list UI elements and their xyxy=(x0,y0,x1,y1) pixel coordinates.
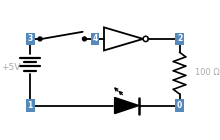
Polygon shape xyxy=(115,98,139,114)
Text: 3: 3 xyxy=(28,34,33,43)
Circle shape xyxy=(38,37,42,41)
Text: 100 Ω: 100 Ω xyxy=(195,68,219,77)
Circle shape xyxy=(82,37,86,41)
Text: 1: 1 xyxy=(28,101,33,110)
Text: 4: 4 xyxy=(92,34,98,43)
Text: 0: 0 xyxy=(177,101,182,110)
Text: +5V: +5V xyxy=(1,63,20,72)
Text: 2: 2 xyxy=(177,34,182,43)
